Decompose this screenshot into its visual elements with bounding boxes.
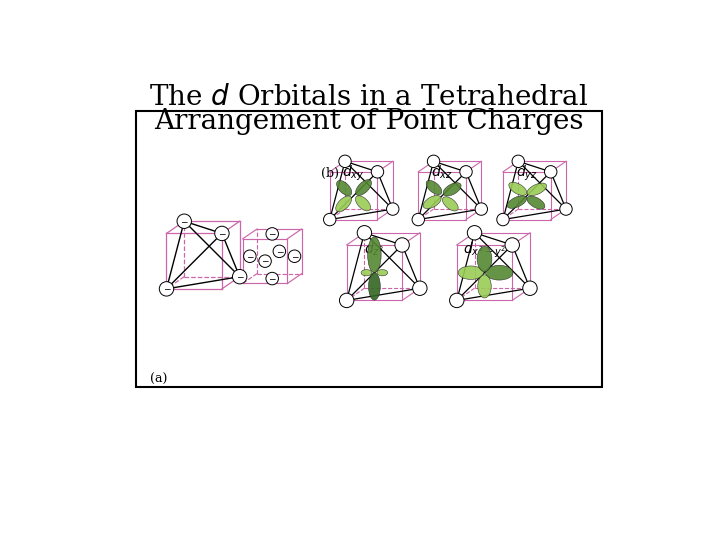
Ellipse shape [336, 180, 352, 195]
Circle shape [497, 213, 509, 226]
Text: (b): (b) [321, 167, 339, 180]
Circle shape [159, 282, 174, 296]
Circle shape [475, 203, 487, 215]
Ellipse shape [369, 273, 380, 300]
Text: −: − [163, 285, 170, 293]
Circle shape [273, 245, 286, 258]
Text: $d_{yz}$: $d_{yz}$ [516, 164, 538, 183]
Circle shape [215, 226, 229, 241]
Circle shape [395, 238, 409, 252]
Ellipse shape [361, 269, 372, 276]
Ellipse shape [336, 196, 351, 212]
Text: $d_{x^2-y^2}$: $d_{x^2-y^2}$ [463, 240, 506, 260]
Ellipse shape [509, 183, 527, 195]
Circle shape [323, 213, 336, 226]
Ellipse shape [377, 269, 387, 276]
Circle shape [288, 250, 301, 262]
Text: −: − [236, 272, 243, 281]
Circle shape [505, 238, 519, 252]
Text: Arrangement of Point Charges: Arrangement of Point Charges [154, 107, 584, 134]
Ellipse shape [478, 275, 491, 298]
Circle shape [449, 293, 464, 308]
Circle shape [339, 293, 354, 308]
Circle shape [233, 269, 247, 284]
Circle shape [266, 272, 279, 285]
Circle shape [372, 166, 384, 178]
Circle shape [243, 250, 256, 262]
Text: −: − [269, 230, 276, 238]
Circle shape [460, 166, 472, 178]
Ellipse shape [356, 180, 372, 195]
Text: −: − [218, 229, 225, 238]
Circle shape [428, 155, 440, 167]
Circle shape [357, 226, 372, 240]
Circle shape [512, 155, 524, 167]
Ellipse shape [507, 196, 526, 208]
Ellipse shape [485, 265, 513, 280]
Circle shape [523, 281, 537, 295]
Text: −: − [246, 252, 253, 261]
Ellipse shape [423, 195, 441, 208]
Ellipse shape [527, 196, 545, 209]
Circle shape [412, 213, 425, 226]
Ellipse shape [527, 183, 546, 195]
Circle shape [467, 226, 482, 240]
Circle shape [258, 255, 271, 267]
Circle shape [266, 228, 279, 240]
Ellipse shape [426, 180, 442, 194]
Text: $d_{xz}$: $d_{xz}$ [431, 164, 453, 181]
Text: $d_{z^2}$: $d_{z^2}$ [364, 240, 384, 258]
Text: −: − [181, 217, 188, 226]
Text: (a): (a) [150, 373, 167, 386]
Ellipse shape [356, 195, 371, 211]
Text: −: − [276, 247, 283, 256]
Ellipse shape [458, 266, 483, 279]
Text: −: − [261, 256, 269, 266]
Circle shape [177, 214, 192, 228]
Ellipse shape [477, 246, 492, 272]
Circle shape [339, 155, 351, 167]
Circle shape [387, 203, 399, 215]
Text: The $\mathit{d}$ Orbitals in a Tetrahedral: The $\mathit{d}$ Orbitals in a Tetrahedr… [150, 84, 588, 111]
Ellipse shape [442, 197, 458, 211]
Ellipse shape [443, 183, 461, 196]
Text: $d_{xy}$: $d_{xy}$ [343, 164, 365, 183]
Text: −: − [291, 252, 298, 261]
Ellipse shape [368, 237, 381, 273]
Bar [137, 111, 601, 387]
Circle shape [413, 281, 427, 295]
Circle shape [544, 166, 557, 178]
Text: −: − [269, 274, 276, 283]
Circle shape [559, 203, 572, 215]
